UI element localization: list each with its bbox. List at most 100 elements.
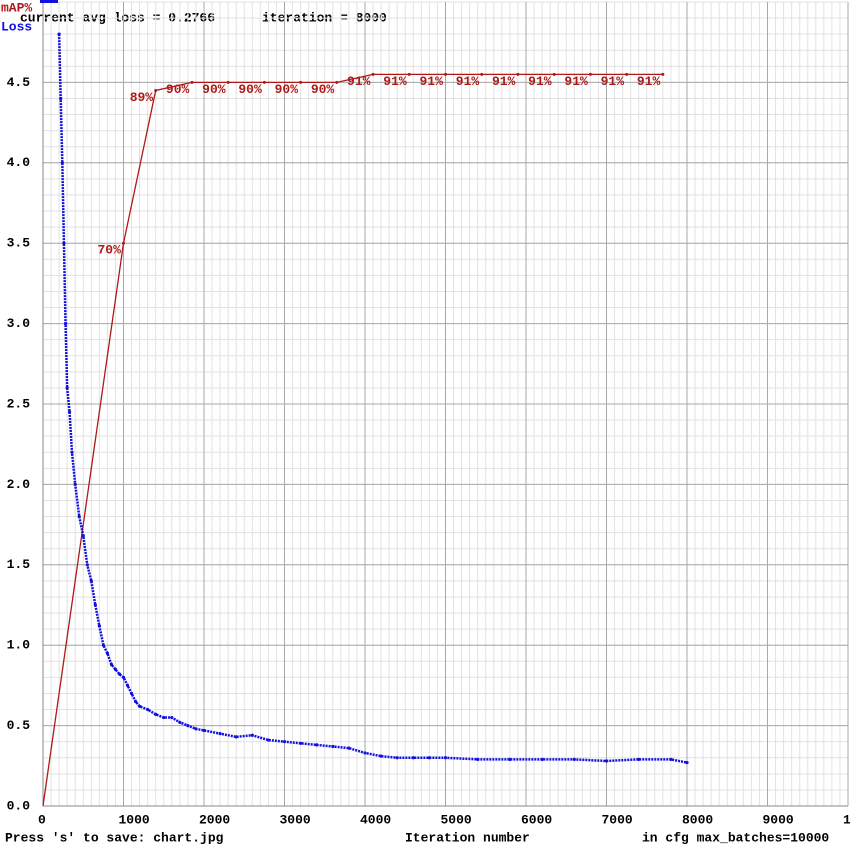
loss-point [218, 732, 222, 736]
loss-point [363, 751, 367, 755]
y-tick-label: 2.5 [7, 396, 31, 411]
loss-point [109, 662, 114, 667]
map-point [516, 72, 520, 76]
loss-point [93, 603, 97, 607]
data-label: 90% [202, 82, 226, 97]
loss-point [154, 712, 158, 716]
loss-point [63, 322, 68, 326]
x-tick-label: 10000 [843, 812, 850, 827]
loss-point [85, 563, 89, 567]
loss-point [125, 683, 130, 688]
y-tick-label: 0.5 [7, 718, 31, 733]
map-point [122, 241, 125, 245]
loss-point [73, 482, 77, 486]
data-label: 91% [637, 74, 661, 89]
loss-point [427, 756, 431, 760]
x-tick-label: 4000 [360, 812, 391, 827]
loss-point [105, 651, 109, 655]
loss-point [113, 667, 118, 671]
map-point [552, 72, 556, 76]
data-label: 90% [238, 82, 262, 97]
legend-label: mAP% [1, 0, 32, 15]
data-label: 91% [492, 74, 516, 89]
y-tick-label: 1.5 [7, 557, 31, 572]
loss-point [129, 691, 134, 696]
x-tick-label: 2000 [199, 812, 230, 827]
y-tick-label: 0.0 [7, 798, 31, 813]
data-label: 90% [311, 82, 335, 97]
data-label: 91% [383, 74, 407, 89]
loss-point [234, 735, 238, 739]
loss-point [266, 738, 270, 742]
status-box [14, 7, 409, 28]
data-label: 91% [564, 74, 588, 89]
map-point [299, 80, 303, 84]
loss-point [65, 386, 69, 390]
loss-point [202, 728, 206, 733]
loss-point [395, 756, 399, 760]
loss-point [117, 672, 122, 676]
loss-point [81, 534, 85, 538]
map-point [262, 80, 266, 84]
loss-point [70, 450, 74, 454]
loss-point [101, 643, 105, 647]
loss-point [121, 675, 126, 679]
loss-point [508, 757, 512, 761]
loss-point [685, 760, 689, 765]
data-label: 90% [166, 82, 190, 97]
loss-point [133, 699, 138, 704]
map-point [625, 72, 629, 76]
y-tick-label: 4.0 [7, 155, 31, 170]
map-point [190, 80, 194, 84]
loss-point [97, 624, 101, 628]
data-label: 89% [130, 90, 154, 105]
loss-point [178, 720, 182, 724]
loss-point [57, 32, 61, 36]
loss-point [604, 759, 609, 763]
map-point [154, 88, 158, 92]
x-axis-label: Iteration number [405, 830, 530, 845]
loss-point [62, 241, 66, 245]
footer-right: in cfg max_batches=10000 [642, 830, 829, 845]
loss-point [669, 757, 673, 761]
map-point [661, 72, 665, 76]
loss-point [170, 715, 174, 720]
map-point [335, 80, 339, 84]
loss-point [60, 161, 64, 165]
loss-point [186, 724, 190, 728]
loss-point [77, 514, 81, 519]
legend-label: Loss [1, 19, 32, 34]
y-tick-label: 3.5 [7, 236, 31, 251]
map-point [226, 80, 230, 84]
map-point [407, 72, 411, 76]
footer-left: Press 's' to save: chart.jpg [5, 830, 224, 845]
loss-line [57, 34, 688, 764]
loss-point [379, 754, 383, 758]
map-point [371, 72, 375, 76]
loss-point [89, 579, 93, 583]
data-label: 91% [420, 74, 444, 89]
loss-point [443, 756, 448, 760]
data-label: 91% [347, 74, 371, 89]
loss-point [250, 733, 254, 737]
loss-point [315, 743, 319, 747]
loss-point [67, 410, 72, 414]
loss-point [146, 707, 150, 712]
x-tick-label: 3000 [280, 812, 311, 827]
x-tick-label: 0 [38, 812, 46, 827]
map-point [480, 72, 484, 76]
map-point [588, 72, 592, 76]
loss-point [299, 741, 303, 745]
loss-point [540, 757, 544, 761]
legend-swatch [40, 0, 58, 3]
x-tick-label: 6000 [521, 812, 552, 827]
x-tick-label: 7000 [602, 812, 633, 827]
y-tick-label: 1.0 [7, 638, 31, 653]
data-label: 91% [528, 74, 552, 89]
loss-point [138, 704, 142, 708]
loss-point [194, 727, 198, 731]
loss-point [476, 757, 480, 761]
loss-point [331, 744, 335, 749]
